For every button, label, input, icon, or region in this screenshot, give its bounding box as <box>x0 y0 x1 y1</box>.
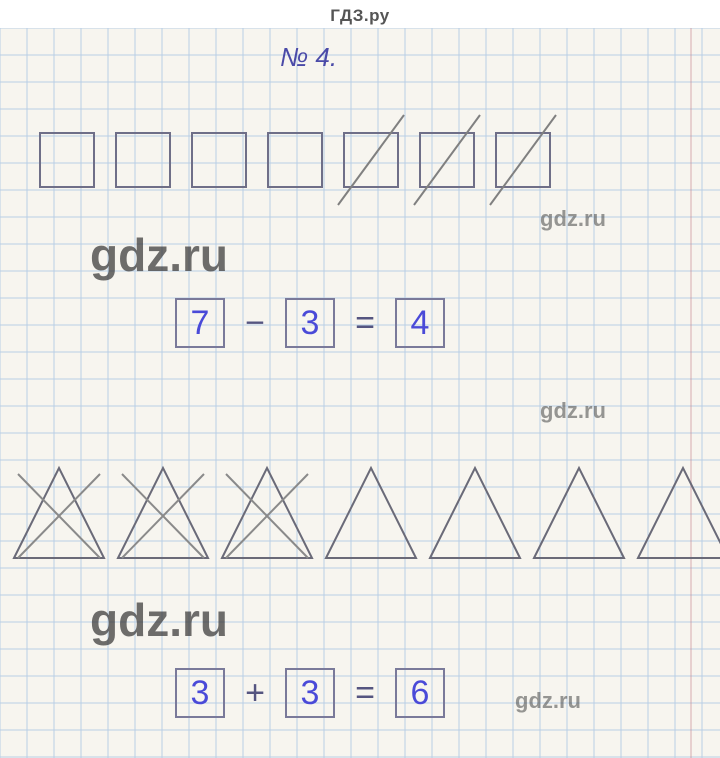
notebook-paper: № 4. 7 − 3 = 4 3 + 3 = 6 gdz.ru gdz.ru gdz… <box>0 28 720 758</box>
equation-1: 7 − 3 = 4 <box>175 298 445 348</box>
triangle-shape <box>222 468 312 558</box>
eq2-equals: = <box>353 674 377 713</box>
eq2-result: 6 <box>395 668 445 718</box>
eq1-result: 4 <box>395 298 445 348</box>
watermark-small: gdz.ru <box>540 206 606 232</box>
cross-out-line <box>338 115 404 205</box>
eq1-operand-b: 3 <box>285 298 335 348</box>
eq2-operand-b: 3 <box>285 668 335 718</box>
watermark-large: gdz.ru <box>90 593 228 647</box>
exercise-number: № 4. <box>280 42 337 73</box>
eq1-operator: − <box>243 304 267 343</box>
watermark-large: gdz.ru <box>90 228 228 282</box>
triangle-shape <box>534 468 624 558</box>
triangle-shape <box>430 468 520 558</box>
triangle-shape <box>14 468 104 558</box>
triangles-row <box>0 428 720 588</box>
eq1-operand-a: 7 <box>175 298 225 348</box>
square-shape <box>40 133 94 187</box>
cross-out-line <box>490 115 556 205</box>
cross-out-line <box>414 115 480 205</box>
triangle-shape <box>118 468 208 558</box>
eq2-operand-a: 3 <box>175 668 225 718</box>
page-header: ГДЗ.ру <box>0 0 720 30</box>
watermark-small: gdz.ru <box>540 398 606 424</box>
eq1-equals: = <box>353 304 377 343</box>
equation-2: 3 + 3 = 6 <box>175 668 445 718</box>
watermark-small: gdz.ru <box>515 688 581 714</box>
square-shape <box>268 133 322 187</box>
square-shape <box>116 133 170 187</box>
site-name: ГДЗ.ру <box>330 6 390 25</box>
eq2-operator: + <box>243 674 267 713</box>
triangle-shape <box>638 468 720 558</box>
triangle-shape <box>326 468 416 558</box>
square-shape <box>192 133 246 187</box>
